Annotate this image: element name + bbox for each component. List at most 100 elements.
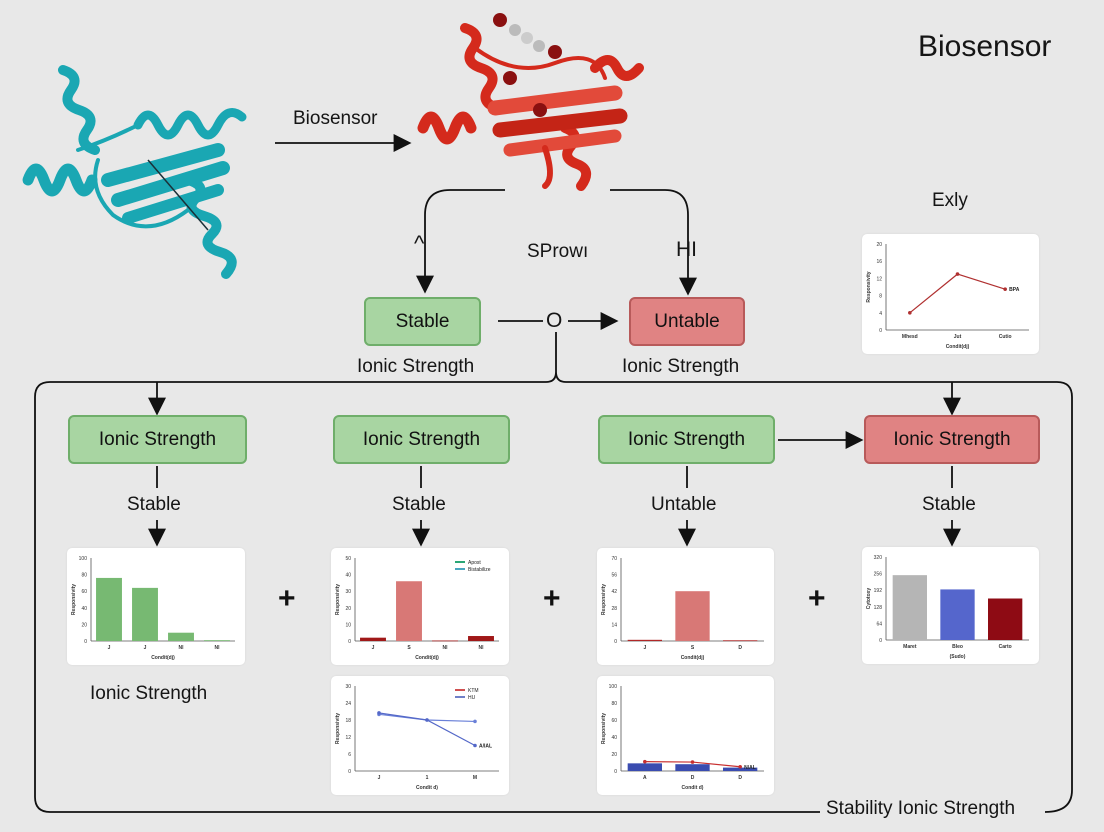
bar bbox=[204, 640, 230, 641]
y-tick-label: 30 bbox=[345, 589, 351, 595]
y-tick-label: 50 bbox=[345, 556, 351, 562]
chart-row1-2: 0 10 20 30 40 50 J S Nl Nl Condit(dj) Responsivity A… bbox=[331, 548, 509, 665]
y-tick-label: 128 bbox=[874, 605, 883, 611]
x-tick-label: J bbox=[144, 645, 147, 651]
x-tick-label: Jut bbox=[954, 334, 962, 340]
y-tick-label: 20 bbox=[81, 622, 87, 628]
bar bbox=[627, 639, 662, 641]
bar bbox=[940, 589, 975, 640]
y-tick-label: 10 bbox=[345, 622, 351, 628]
x-axis-label: Condit(dj) bbox=[151, 655, 175, 661]
chart-svg-2: 0 10 20 30 40 50 J S Nl Nl Condit(dj) Responsivity A… bbox=[335, 556, 499, 661]
y-tick-label: 0 bbox=[879, 638, 882, 644]
page-title: Biosensor bbox=[918, 30, 1052, 63]
x-axis-label: Condit d) bbox=[682, 785, 704, 791]
chart-svg-6: 0 20 40 60 80 100 A D D Condit d) Responsivity N/AL bbox=[601, 684, 764, 791]
y-tick-label: 8 bbox=[879, 294, 882, 300]
x-tick-label: J bbox=[643, 645, 646, 651]
y-tick-label: 4 bbox=[879, 311, 882, 317]
plus-sign-3: + bbox=[808, 582, 826, 615]
chart-svg-1: 0 20 40 60 80 100 J J Nl Nl Condit(dj) Responsivity bbox=[71, 556, 235, 661]
x-tick-label: Cutio bbox=[999, 334, 1012, 340]
y-tick-label: 70 bbox=[611, 556, 617, 562]
y-tick-label: 100 bbox=[609, 684, 618, 690]
x-tick-label: Nl bbox=[215, 645, 221, 651]
bar bbox=[132, 587, 158, 641]
bar bbox=[396, 581, 422, 641]
y-tick-label: 6 bbox=[348, 752, 351, 758]
y-tick-label: 0 bbox=[84, 639, 87, 645]
bar bbox=[723, 640, 758, 642]
chart-svg-5: 0 6 12 18 24 30 J 1 M Condit d) Responsivity A/IAL K… bbox=[335, 684, 499, 791]
y-tick-label: 24 bbox=[345, 701, 351, 707]
bracket-left bbox=[416, 189, 505, 294]
x-tick-label: S bbox=[407, 645, 411, 651]
y-axis-label: Responsivity bbox=[866, 271, 872, 302]
y-tick-label: 20 bbox=[611, 752, 617, 758]
row-box-2: Ionic Strength bbox=[333, 415, 510, 464]
y-tick-label: 12 bbox=[345, 735, 351, 741]
stable-box: Stable bbox=[364, 297, 481, 346]
x-tick-label: D bbox=[738, 775, 742, 781]
x-tick-label: D bbox=[738, 645, 742, 651]
y-tick-label: 320 bbox=[874, 555, 883, 561]
chart-svg-3: 0 14 28 42 56 70 J S D Condit(dj) Responsivity bbox=[601, 556, 764, 661]
data-point bbox=[738, 764, 742, 769]
y-tick-label: 64 bbox=[876, 621, 882, 627]
data-point bbox=[955, 272, 960, 276]
y-axis-label: Responsivity bbox=[601, 584, 607, 615]
data-point bbox=[690, 760, 695, 764]
y-tick-label: 40 bbox=[611, 735, 617, 741]
junction-label: O bbox=[546, 309, 563, 332]
outer-frame bbox=[34, 381, 1073, 813]
x-tick-label: D bbox=[691, 775, 695, 781]
x-tick-label: 1 bbox=[426, 775, 429, 781]
x-tick-label: Carto bbox=[999, 644, 1012, 650]
series-line bbox=[909, 273, 1006, 314]
footer-label: Stability Ionic Strength bbox=[826, 798, 1016, 819]
x-tick-label: Nl bbox=[443, 645, 449, 651]
bracket-right bbox=[610, 189, 697, 296]
y-tick-label: 12 bbox=[876, 276, 882, 282]
x-axis-label: Condit(dj) bbox=[415, 655, 439, 661]
y-tick-label: 18 bbox=[345, 718, 351, 724]
legend-label: HU bbox=[468, 695, 476, 701]
protein-structure-left bbox=[22, 65, 247, 279]
arrow-label-biosensor: Biosensor bbox=[293, 108, 378, 129]
right-caption: Ionic Strength bbox=[622, 356, 740, 377]
data-point bbox=[377, 711, 381, 715]
chart-row2-2: 0 20 40 60 80 100 A D D Condit d) Responsivity N/AL bbox=[597, 676, 774, 795]
data-point bbox=[473, 743, 477, 748]
y-tick-label: 20 bbox=[876, 242, 882, 248]
y-tick-label: 256 bbox=[874, 572, 883, 578]
annotation: BPA bbox=[1009, 287, 1020, 293]
bar bbox=[468, 636, 494, 641]
x-tick-label: Mhesd bbox=[902, 334, 918, 340]
x-tick-label: Bleo bbox=[952, 644, 963, 650]
bar bbox=[892, 575, 927, 640]
y-tick-label: 56 bbox=[611, 573, 617, 579]
y-tick-label: 16 bbox=[876, 259, 882, 265]
x-axis-label: Condit d) bbox=[416, 785, 438, 791]
row-state-1: Stable bbox=[127, 494, 181, 515]
y-tick-label: 192 bbox=[874, 588, 883, 594]
data-point bbox=[908, 311, 912, 315]
chart-row1-1: 0 20 40 60 80 100 J J Nl Nl Condit(dj) Responsivity bbox=[67, 548, 245, 665]
row-box-4: Ionic Strength bbox=[864, 415, 1040, 464]
y-axis-label: Responsivity bbox=[601, 713, 607, 744]
bar bbox=[168, 632, 194, 641]
ligand-atoms bbox=[493, 13, 562, 117]
bar bbox=[96, 577, 122, 641]
unstable-box: Untable bbox=[629, 297, 745, 346]
left-caption: Ionic Strength bbox=[357, 356, 475, 377]
x-tick-label: Nl bbox=[479, 645, 485, 651]
series-line bbox=[378, 712, 476, 747]
chart-row1-4: 0 64 128 192 256 320 Maret Bleo Carto (Sudo) Cytot… bbox=[862, 547, 1039, 664]
bar bbox=[432, 640, 458, 642]
legend-label: Apost bbox=[468, 560, 481, 566]
bar bbox=[627, 763, 662, 771]
brace-connector bbox=[545, 332, 567, 383]
chart-svg-exly: 0 4 8 12 16 20 Mhesd Jut Cutio Condit(dj) Responsi… bbox=[866, 242, 1029, 350]
row-state-4: Stable bbox=[922, 494, 976, 515]
